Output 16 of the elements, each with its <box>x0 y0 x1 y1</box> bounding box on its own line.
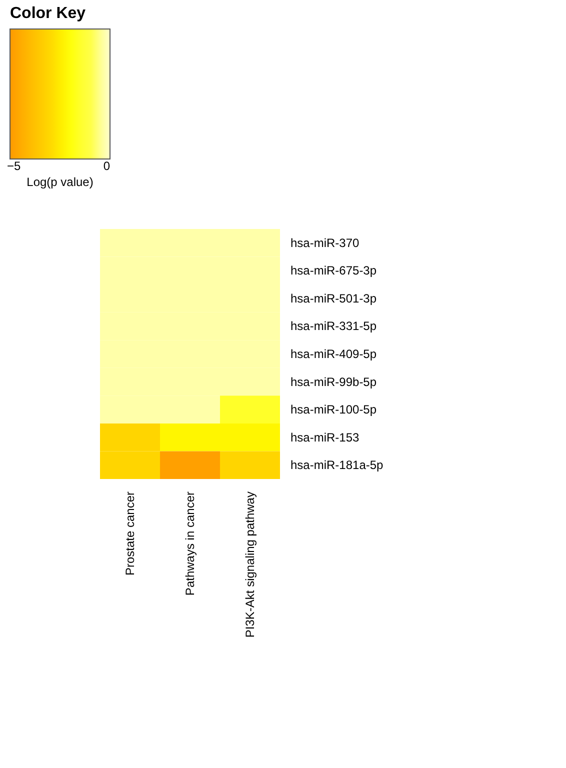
y-tick-label: hsa-miR-331-5p <box>290 319 377 334</box>
y-tick-label: hsa-miR-501-3p <box>290 291 377 306</box>
y-tick-label: hsa-miR-100-5p <box>290 402 377 417</box>
x-tick-label: Pathways in cancer <box>183 492 197 596</box>
y-tick-label: hsa-miR-370 <box>290 236 360 250</box>
color-bar-title: Log(p value) <box>26 175 94 189</box>
y-tick-label: hsa-miR-675-3p <box>290 264 377 278</box>
x-tick-label: Prostate cancer <box>123 492 137 576</box>
color-bar-label: 0 <box>103 159 110 173</box>
y-tick-label: hsa-miR-181a-5p <box>290 458 384 472</box>
y-tick-label: hsa-miR-99b-5p <box>290 374 377 389</box>
y-tick-label: hsa-miR-153 <box>290 430 360 444</box>
y-tick-label: hsa-miR-409-5p <box>290 347 377 361</box>
legend-title: Color Key <box>10 5 86 22</box>
color-bar-label: −5 <box>7 159 22 173</box>
x-tick-label: PI3K-Akt signaling pathway <box>243 492 257 638</box>
